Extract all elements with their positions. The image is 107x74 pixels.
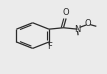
Text: F: F — [47, 42, 52, 51]
Text: N: N — [74, 25, 81, 34]
Text: O: O — [85, 19, 91, 28]
Text: O: O — [63, 8, 69, 17]
